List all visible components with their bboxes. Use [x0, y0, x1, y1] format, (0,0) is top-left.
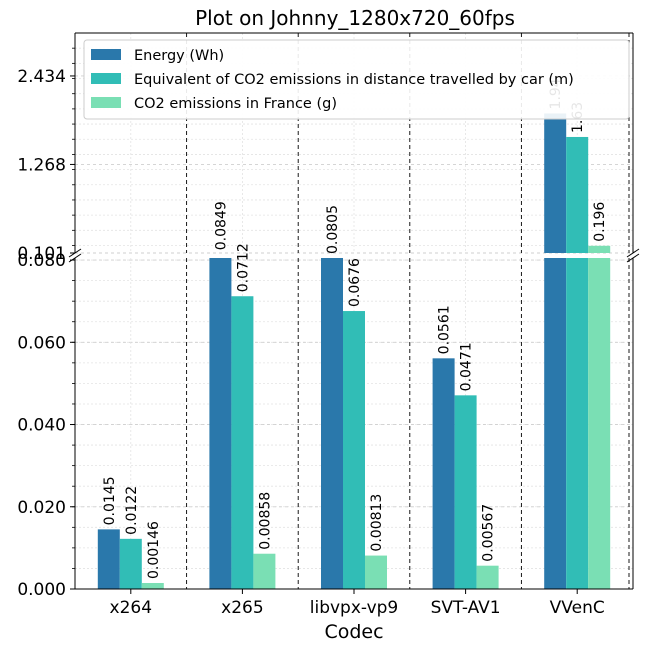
y-tick-label: 0.020 [17, 498, 66, 518]
bar [253, 553, 276, 589]
x-tick-label: VVenC [550, 598, 605, 618]
data-label: 0.00813 [369, 494, 385, 552]
bar [588, 258, 611, 589]
bar [321, 258, 343, 589]
y-tick-label: 0.040 [17, 416, 66, 436]
x-tick-label: SVT-AV1 [431, 598, 501, 618]
data-label: 0.00567 [481, 504, 497, 562]
bar [566, 258, 589, 589]
break-mark [68, 248, 82, 258]
legend-label: Energy (Wh) [134, 48, 224, 64]
bar [544, 113, 567, 253]
lower-category-separators [186, 258, 630, 589]
x-tick-label: libvpx-vp9 [310, 598, 399, 618]
data-label: 0.196 [592, 202, 608, 242]
legend: Energy (Wh) Equivalent of CO2 emissions i… [83, 39, 630, 120]
data-label: 0.0145 [102, 476, 118, 525]
bar [476, 565, 499, 589]
bar [454, 395, 477, 589]
axis-break-marks [68, 248, 640, 263]
bar [432, 358, 455, 589]
legend-label: Equivalent of CO2 emissions in distance … [134, 72, 574, 88]
legend-box [83, 39, 630, 120]
bar [566, 136, 589, 253]
bar [588, 245, 611, 253]
upper-axes-frame [74, 32, 634, 253]
lower-data-labels: 0.0145 0.0805 0.0561 0.0122 0.0712 0.0676 0.04… [102, 205, 497, 579]
y-tick-label: 2.434 [17, 67, 66, 87]
bar [209, 258, 232, 589]
upper-bars [544, 113, 611, 253]
data-label: 0.0849 [213, 201, 229, 250]
lower-y-ticks: 0.000 0.020 0.040 0.060 0.080 [17, 251, 75, 600]
bar [141, 582, 164, 589]
data-label: 0.0805 [325, 205, 341, 254]
legend-swatch [91, 49, 121, 60]
chart-title: Plot on Johnny_1280x720_60fps [195, 6, 515, 30]
y-tick-label: 1.268 [17, 155, 66, 175]
upper-y-ticks: 0.101 1.268 2.434 [17, 47, 75, 264]
data-label: 0.0561 [437, 305, 453, 354]
break-mark [68, 253, 82, 263]
x-tick-label: x264 [110, 598, 153, 618]
x-tick-label: x265 [221, 598, 264, 618]
bar [231, 296, 254, 589]
data-label: 0.0712 [235, 243, 251, 292]
data-label: 0.00146 [146, 521, 162, 579]
y-tick-label: 0.060 [17, 333, 66, 353]
y-tick-label: 0.000 [17, 580, 66, 600]
break-mark [626, 253, 640, 263]
y-tick-label: 0.080 [17, 251, 66, 271]
data-label: 0.0676 [347, 258, 363, 307]
bar [365, 555, 387, 589]
bar [119, 538, 142, 589]
bar [97, 529, 120, 589]
x-axis-label: Codec [324, 621, 383, 643]
break-mark [626, 248, 640, 258]
y-tick-label: 0.101 [17, 244, 66, 264]
x-axis-ticks: x264 x265 libvpx-vp9 SVT-AV1 VVenC [110, 589, 605, 618]
legend-label: CO2 emissions in France (g) [134, 96, 337, 112]
data-label: 0.0122 [124, 486, 140, 535]
legend-swatch [91, 73, 121, 84]
data-label: 0.00858 [257, 492, 273, 550]
legend-swatch [91, 97, 121, 108]
data-label: 0.0471 [459, 342, 475, 391]
bar [343, 311, 365, 589]
lower-bars [97, 258, 611, 589]
bar [544, 258, 567, 589]
